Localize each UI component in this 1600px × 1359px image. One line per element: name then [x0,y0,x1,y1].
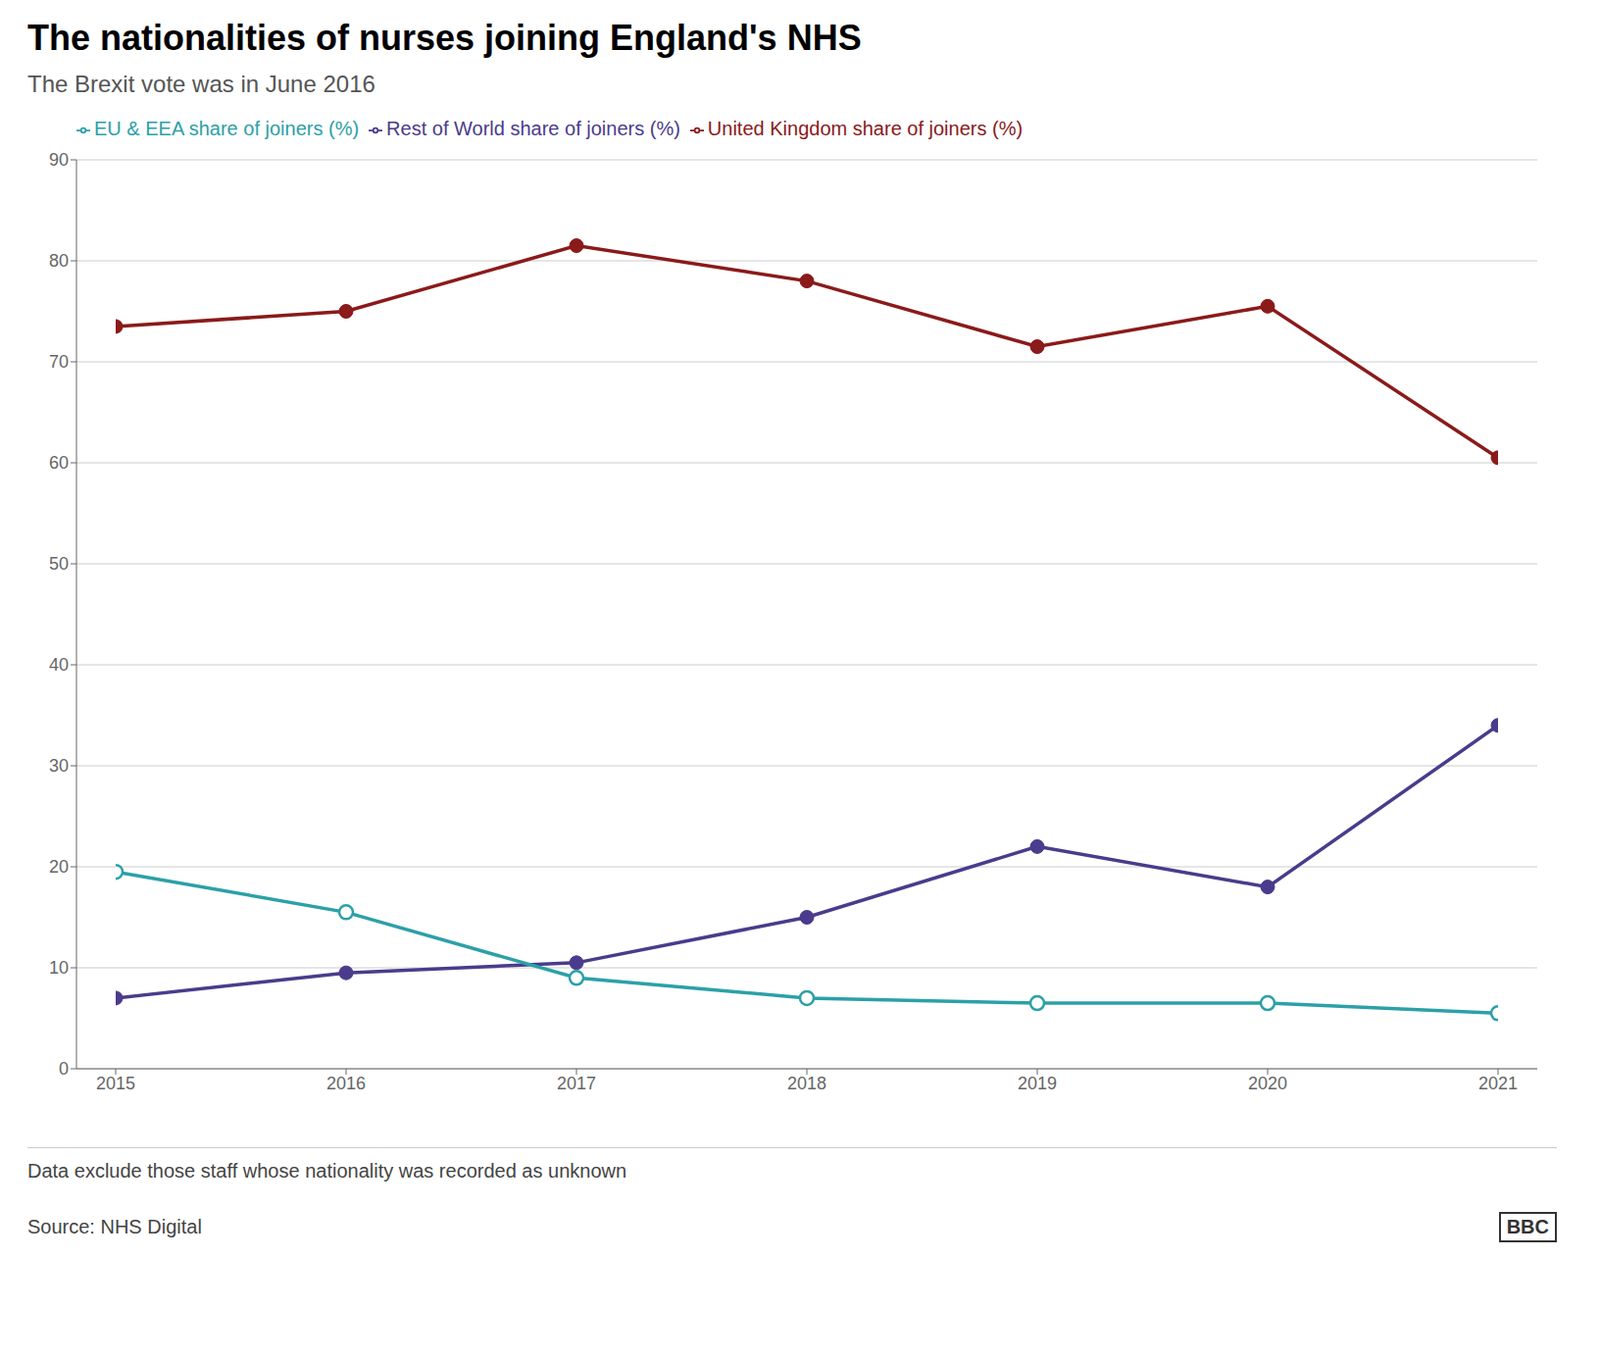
html-text:BBC: BBC [1506,1215,1550,1238]
html-text:Source: NHS Digital: Source: NHS Digital [27,1215,202,1238]
svg-text:2016: 2016 [326,1073,366,1094]
html-text:EU & EEA share of joiners (%): EU & EEA share of joiners (%) [94,117,359,140]
svg-text:50: 50 [49,553,69,574]
svg-text:60: 60 [49,452,69,473]
svg-text:2015: 2015 [96,1073,136,1094]
svg-text:2019: 2019 [1017,1073,1057,1094]
html-text:The nationalities of nurses jo: The nationalities of nurses joining Engl… [27,17,862,58]
svg-text:2018: 2018 [787,1073,827,1094]
svg-text:2020: 2020 [1248,1073,1288,1094]
svg-text:0: 0 [58,1058,69,1079]
svg-text:2017: 2017 [556,1073,597,1094]
svg-text:2021: 2021 [1478,1073,1518,1094]
svg-text:90: 90 [49,150,69,170]
svg-text:30: 30 [49,755,69,776]
html-text:Rest of World share of joiners: Rest of World share of joiners (%) [386,117,681,140]
svg-text:40: 40 [49,654,69,675]
svg-text:70: 70 [49,351,69,372]
html-text:Data exclude those staff whose: Data exclude those staff whose nationali… [27,1159,627,1182]
svg-text:10: 10 [49,957,69,978]
html-text:The Brexit vote was in June 20: The Brexit vote was in June 2016 [27,70,376,98]
html-text:United Kingdom share of joiner: United Kingdom share of joiners (%) [707,117,1023,140]
svg-text:20: 20 [49,856,69,877]
svg-text:80: 80 [49,250,69,271]
